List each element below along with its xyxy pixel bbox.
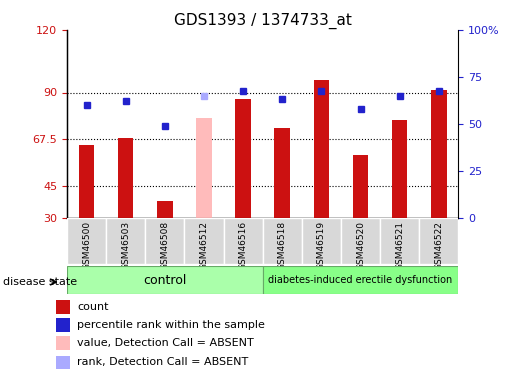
Bar xyxy=(380,217,419,264)
Text: control: control xyxy=(143,274,186,287)
Text: GSM46520: GSM46520 xyxy=(356,221,365,270)
Bar xyxy=(196,117,212,218)
Text: GSM46516: GSM46516 xyxy=(238,221,248,270)
Text: count: count xyxy=(77,302,109,312)
Bar xyxy=(118,138,133,218)
Bar xyxy=(263,217,302,264)
Text: GSM46518: GSM46518 xyxy=(278,221,287,270)
Bar xyxy=(431,90,447,218)
Bar xyxy=(314,80,329,218)
Bar xyxy=(392,120,407,218)
Bar xyxy=(67,217,106,264)
Text: GSM46519: GSM46519 xyxy=(317,221,326,270)
Bar xyxy=(274,128,290,218)
Text: GSM46508: GSM46508 xyxy=(160,221,169,270)
Text: GSM46512: GSM46512 xyxy=(199,221,209,270)
Text: GSM46521: GSM46521 xyxy=(395,221,404,270)
Bar xyxy=(145,217,184,264)
Bar xyxy=(353,155,368,218)
Bar xyxy=(56,300,70,313)
Bar xyxy=(341,217,380,264)
Bar xyxy=(106,217,145,264)
Bar xyxy=(419,217,458,264)
Text: rank, Detection Call = ABSENT: rank, Detection Call = ABSENT xyxy=(77,357,248,367)
Bar xyxy=(157,201,173,217)
Bar xyxy=(224,217,263,264)
Bar xyxy=(79,145,94,218)
Text: disease state: disease state xyxy=(3,277,77,287)
Text: GSM46522: GSM46522 xyxy=(434,221,443,270)
Bar xyxy=(302,217,341,264)
Text: percentile rank within the sample: percentile rank within the sample xyxy=(77,320,265,330)
Bar xyxy=(67,266,263,294)
Bar xyxy=(235,99,251,218)
Text: GSM46500: GSM46500 xyxy=(82,221,91,270)
Bar xyxy=(56,318,70,332)
Bar xyxy=(56,336,70,350)
Bar xyxy=(184,217,224,264)
Bar xyxy=(56,356,70,369)
Text: value, Detection Call = ABSENT: value, Detection Call = ABSENT xyxy=(77,338,254,348)
Bar xyxy=(263,266,458,294)
Title: GDS1393 / 1374733_at: GDS1393 / 1374733_at xyxy=(174,12,352,28)
Text: GSM46503: GSM46503 xyxy=(121,221,130,270)
Text: diabetes-induced erectile dysfunction: diabetes-induced erectile dysfunction xyxy=(268,275,453,285)
